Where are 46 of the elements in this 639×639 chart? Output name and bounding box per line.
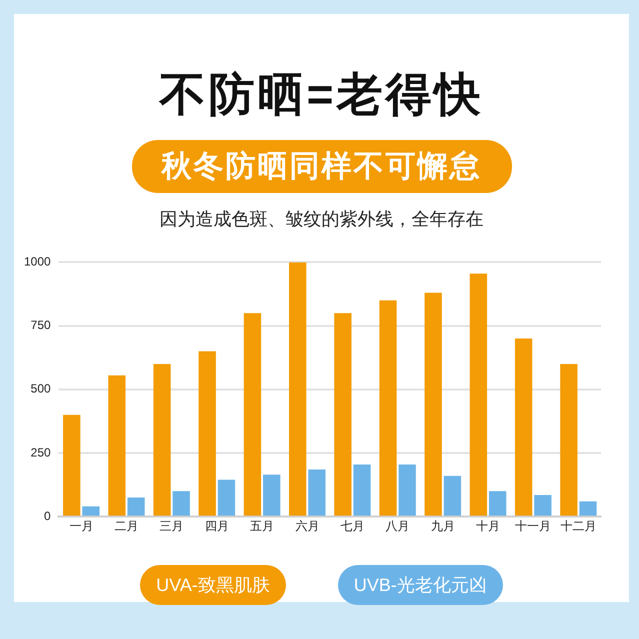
bar xyxy=(63,414,80,516)
y-tick-label: 250 xyxy=(30,445,52,460)
bar xyxy=(127,498,145,516)
bar xyxy=(244,313,262,516)
text: UVB-光老化元凶 xyxy=(338,565,503,605)
bar xyxy=(424,292,442,516)
text: 因为造成色斑、皱纹的紫外线，全年存在 xyxy=(158,208,484,231)
bar xyxy=(198,351,216,516)
bar xyxy=(379,300,397,516)
bar xyxy=(289,262,306,516)
y-tick-label: 0 xyxy=(44,508,52,523)
x-tick-label: 十一月 xyxy=(515,519,552,534)
bar xyxy=(470,274,488,516)
x-tick-label: 八月 xyxy=(386,519,410,534)
x-tick-label: 五月 xyxy=(250,519,274,534)
y-tick-label: 750 xyxy=(30,318,52,332)
y-tick-label: 500 xyxy=(30,382,52,396)
bar xyxy=(534,494,552,516)
chart-subtitle: 秋冬防晒同样不可懈怠 xyxy=(132,140,512,193)
x-tick-label: 七月 xyxy=(340,519,364,534)
y-tick-label: 1000 xyxy=(24,254,52,269)
x-tick-label: 四月 xyxy=(204,519,229,534)
bar xyxy=(218,480,236,516)
bar xyxy=(308,470,326,516)
bar xyxy=(488,491,506,516)
bar xyxy=(353,464,371,516)
x-tick-label: 一月 xyxy=(69,519,94,534)
x-tick-label: 九月 xyxy=(430,519,455,534)
bar xyxy=(108,375,126,516)
bar xyxy=(82,506,100,516)
bar xyxy=(560,364,578,516)
x-tick-label: 六月 xyxy=(295,519,320,534)
bar xyxy=(172,491,190,516)
bar xyxy=(263,474,280,516)
chart-title: 不防晒=老得快 xyxy=(158,67,484,122)
x-tick-label: 十二月 xyxy=(560,519,596,534)
x-tick-label: 十月 xyxy=(476,519,500,534)
bar xyxy=(334,313,352,516)
bar xyxy=(514,338,532,516)
x-tick-label: 三月 xyxy=(160,519,184,534)
x-tick-label: 二月 xyxy=(114,519,138,534)
bar xyxy=(579,501,597,516)
bar xyxy=(398,464,416,516)
text: UVA-致黑肌肤 xyxy=(140,565,286,605)
bar xyxy=(444,476,462,516)
bar xyxy=(153,364,171,516)
